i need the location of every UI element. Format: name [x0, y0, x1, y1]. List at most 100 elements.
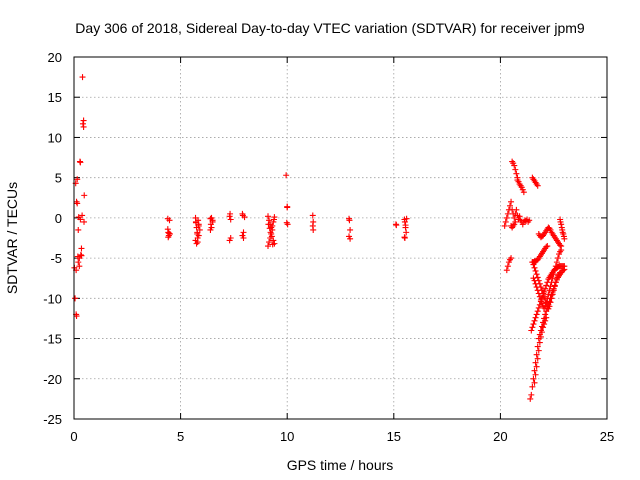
data-point-marker	[540, 324, 547, 331]
data-point-marker	[557, 218, 564, 225]
data-point-marker	[266, 225, 273, 232]
data-point-marker	[268, 233, 275, 240]
data-point-marker	[549, 288, 556, 295]
data-point-marker	[538, 329, 545, 336]
y-tick-label: 0	[55, 211, 62, 226]
data-point-marker	[545, 301, 552, 308]
data-point-marker	[534, 308, 541, 315]
data-point-marker	[403, 215, 410, 222]
data-point-marker	[533, 363, 540, 370]
data-point-marker	[73, 198, 80, 205]
data-point-marker	[194, 229, 201, 236]
data-point-marker	[544, 304, 551, 311]
x-tick-label: 0	[70, 429, 77, 444]
data-point-marker	[73, 313, 80, 320]
x-tick-label: 20	[493, 429, 507, 444]
y-tick-label: -15	[43, 332, 62, 347]
data-point-marker	[80, 123, 87, 130]
data-point-marker	[502, 218, 509, 225]
axis-ticks: 0 5 10 15 20 25 -25 -20 -15 -10 -5 0 5 10 15 20	[43, 50, 614, 444]
data-point-marker	[531, 317, 538, 324]
data-point-marker	[267, 229, 274, 236]
data-point-marker	[227, 235, 234, 241]
data-point-marker	[506, 202, 513, 209]
data-point-marker	[72, 295, 79, 302]
data-point-marker	[531, 379, 538, 386]
y-tick-label: 10	[48, 130, 62, 145]
y-tick-label: 20	[48, 50, 62, 65]
data-point-marker	[532, 314, 539, 321]
data-point-marker	[542, 285, 549, 292]
data-point-marker	[540, 292, 547, 299]
data-point-marker	[537, 298, 544, 305]
data-point-marker	[503, 267, 510, 274]
data-point-marker	[310, 226, 317, 233]
data-point-marker	[536, 339, 543, 346]
data-point-marker	[79, 74, 86, 81]
data-point-marker	[164, 226, 171, 233]
data-point-marker	[543, 243, 550, 250]
data-point-marker	[534, 355, 541, 362]
data-point-marker	[533, 311, 540, 318]
data-point-marker	[77, 251, 84, 258]
grid-lines	[74, 57, 607, 419]
data-point-marker	[534, 182, 541, 189]
data-point-marker	[532, 267, 539, 274]
data-point-marker	[511, 162, 518, 169]
data-point-marker	[208, 214, 215, 221]
data-point-marker	[560, 233, 567, 240]
data-point-marker	[192, 219, 199, 226]
data-point-marker	[513, 170, 520, 177]
data-point-marker	[533, 351, 540, 358]
data-point-marker	[81, 192, 88, 199]
data-point-marker	[403, 229, 410, 236]
data-point-marker	[547, 295, 554, 302]
data-point-marker	[501, 222, 508, 229]
data-point-marker	[542, 311, 549, 318]
data-point-marker	[241, 214, 248, 221]
x-tick-label: 25	[600, 429, 614, 444]
data-point-marker	[266, 239, 273, 246]
data-point-marker	[393, 222, 400, 229]
data-point-marker	[269, 241, 276, 248]
data-point-marker	[165, 234, 172, 241]
data-points	[71, 74, 568, 402]
data-point-marker	[532, 371, 539, 378]
y-tick-label: 15	[48, 90, 62, 105]
data-point-marker	[543, 308, 550, 315]
data-point-marker	[546, 298, 553, 305]
data-point-marker	[538, 295, 545, 302]
data-point-marker	[207, 226, 214, 233]
data-point-marker	[554, 255, 561, 262]
data-point-marker	[265, 243, 272, 250]
data-point-marker	[508, 198, 515, 205]
data-point-marker	[530, 321, 537, 328]
data-point-marker	[240, 229, 247, 236]
data-point-marker	[535, 304, 542, 311]
data-point-marker	[530, 375, 537, 382]
data-point-marker	[503, 214, 510, 221]
data-point-marker	[535, 277, 542, 284]
data-point-marker	[512, 218, 519, 225]
data-point-marker	[195, 222, 202, 229]
data-point-marker	[559, 229, 566, 236]
data-point-marker	[557, 242, 564, 249]
data-point-marker	[266, 217, 273, 224]
data-point-marker	[542, 317, 549, 324]
x-tick-label: 10	[280, 429, 294, 444]
x-axis-label: GPS time / hours	[287, 457, 394, 473]
data-point-marker	[529, 324, 536, 331]
data-point-marker	[346, 217, 353, 224]
data-point-marker	[532, 359, 539, 366]
data-point-marker	[195, 232, 202, 239]
data-point-marker	[512, 166, 519, 173]
data-point-marker	[560, 267, 567, 274]
data-point-marker	[209, 218, 216, 225]
data-point-marker	[558, 247, 565, 254]
data-point-marker	[508, 255, 515, 262]
data-point-marker	[270, 216, 277, 223]
data-point-marker	[550, 285, 557, 292]
data-point-marker	[270, 237, 277, 244]
data-point-marker	[193, 240, 200, 247]
